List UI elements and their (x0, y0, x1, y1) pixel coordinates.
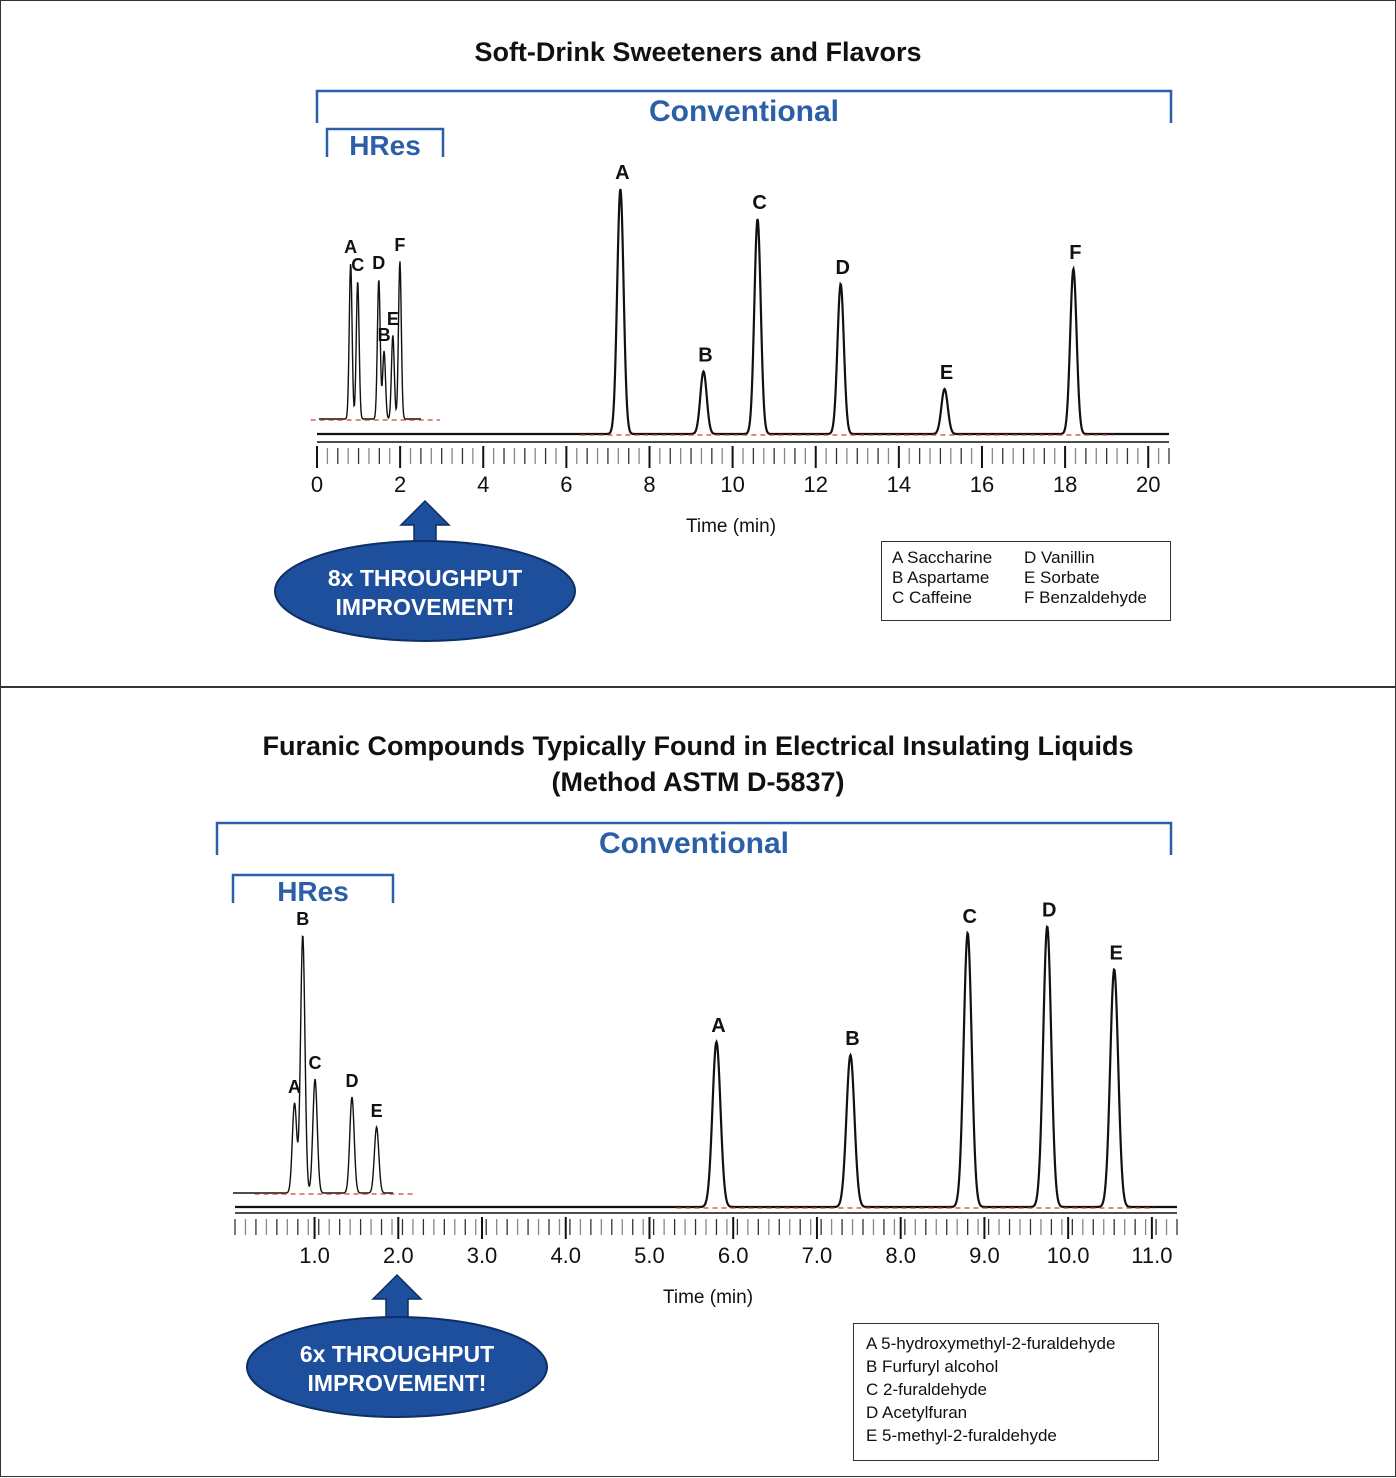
legend-entry: D Acetylfuran (866, 1403, 968, 1422)
x-tick-label: 9.0 (969, 1243, 1000, 1268)
x-tick-label: 10.0 (1047, 1243, 1090, 1268)
legend-entry: E 5-methyl-2-furaldehyde (866, 1426, 1057, 1445)
throughput-callout-line: IMPROVEMENT! (308, 1370, 487, 1396)
hres-peak-label: A (288, 1077, 301, 1097)
legend-entry: A 5-hydroxymethyl-2-furaldehyde (866, 1334, 1116, 1353)
x-tick-label: 11.0 (1131, 1243, 1172, 1268)
legend-row: E 5-methyl-2-furaldehyde (866, 1424, 1146, 1447)
x-tick-label: 12 (803, 472, 827, 497)
hres-peak-label: E (371, 1101, 383, 1121)
hres-peak-label: F (394, 235, 405, 255)
conventional-bracket (315, 89, 1173, 123)
x-tick-label: 20 (1136, 472, 1160, 497)
hres-peak-label: A (344, 237, 357, 257)
x-tick-label: 14 (887, 472, 911, 497)
throughput-callout-line: 8x THROUGHPUT (328, 565, 522, 591)
x-axis-label: Time (min) (663, 1287, 753, 1308)
legend-entry: F Benzaldehyde (1024, 588, 1147, 607)
throughput-callout (246, 1316, 548, 1418)
x-tick-label: 8 (643, 472, 655, 497)
throughput-callout-line: IMPROVEMENT! (336, 594, 515, 620)
hres-peak-label: E (387, 309, 399, 329)
hres-peak-label: C (309, 1053, 322, 1073)
x-tick-label: 2 (394, 472, 406, 497)
conventional-trace (235, 925, 1177, 1209)
x-tick-label: 1.0 (299, 1243, 330, 1268)
x-tick-label: 0 (311, 472, 323, 497)
x-tick-label: 6.0 (718, 1243, 749, 1268)
conventional-peak-label: A (615, 162, 629, 184)
hres-bracket (325, 127, 445, 157)
x-tick-label: 8.0 (885, 1243, 916, 1268)
conventional-peak-label: F (1069, 242, 1081, 264)
hres-peak-label: B (378, 325, 391, 345)
compound-legend: A 5-hydroxymethyl-2-furaldehyde B Furfur… (853, 1323, 1159, 1461)
x-tick-label: 7.0 (802, 1243, 833, 1268)
conventional-trace (317, 188, 1169, 436)
legend-row: D Acetylfuran (866, 1401, 1146, 1424)
conventional-label: Conventional (599, 827, 789, 860)
throughput-callout (274, 540, 576, 642)
conventional-peak-label: D (1042, 900, 1056, 922)
throughput-callout-line: 6x THROUGHPUT (300, 1341, 494, 1367)
conventional-peak-label: C (962, 906, 976, 928)
x-tick-label: 18 (1053, 472, 1077, 497)
x-axis-label: Time (min) (686, 516, 776, 537)
legend-entry: E Sorbate (1024, 568, 1100, 587)
legend-entry: A Saccharine (892, 548, 993, 567)
conventional-peak-label: B (845, 1028, 859, 1050)
conventional-peak-label: D (835, 257, 849, 279)
hres-peak-label: B (296, 909, 309, 929)
compound-legend: A Saccharine D Vanillin B Aspartame E So… (881, 541, 1171, 621)
legend-row: B Aspartame E Sorbate (892, 568, 1160, 588)
x-tick-label: 10 (720, 472, 744, 497)
legend-entry: D Vanillin (1024, 548, 1095, 567)
x-tick-label: 6 (560, 472, 572, 497)
hres-label: HRes (349, 130, 421, 161)
conventional-peak-label: C (752, 192, 766, 214)
conventional-peak-label: E (1110, 942, 1123, 964)
legend-row: C 2-furaldehyde (866, 1378, 1146, 1401)
x-tick-label: 4.0 (550, 1243, 581, 1268)
hres-peak-label: C (351, 255, 364, 275)
legend-entry: C Caffeine (892, 588, 973, 607)
x-tick-label: 4 (477, 472, 489, 497)
legend-row: A Saccharine D Vanillin (892, 548, 1160, 568)
hres-peak-label: D (372, 253, 385, 273)
conventional-label: Conventional (649, 95, 839, 128)
legend-entry: B Aspartame (892, 568, 990, 587)
conventional-bracket (215, 821, 1173, 855)
hres-bracket (231, 873, 395, 903)
legend-row: C Caffeine F Benzaldehyde (892, 588, 1160, 608)
legend-row: A 5-hydroxymethyl-2-furaldehyde (866, 1332, 1146, 1355)
conventional-peak-label: A (711, 1015, 725, 1037)
legend-entry: C 2-furaldehyde (866, 1380, 987, 1399)
x-tick-label: 16 (970, 472, 994, 497)
hres-trace (233, 935, 393, 1194)
x-tick-label: 5.0 (634, 1243, 665, 1268)
hres-peak-label: D (345, 1071, 358, 1091)
chart-panel-2: Furanic Compounds Typically Found in Ele… (0, 686, 1396, 1477)
chart-subtitle: (Method ASTM D-5837) (551, 767, 845, 797)
hres-label: HRes (277, 876, 349, 907)
x-tick-label: 2.0 (383, 1243, 414, 1268)
legend-row: B Furfuryl alcohol (866, 1355, 1146, 1378)
legend-entry: B Furfuryl alcohol (866, 1357, 999, 1376)
conventional-peak-label: E (940, 362, 953, 384)
x-tick-label: 3.0 (467, 1243, 498, 1268)
chart-title: Furanic Compounds Typically Found in Ele… (262, 731, 1134, 761)
chart-title: Soft-Drink Sweeteners and Flavors (474, 37, 922, 67)
chart-panel-1: Soft-Drink Sweeteners and Flavors Conven… (0, 0, 1396, 688)
hres-trace (319, 261, 421, 420)
conventional-peak-label: B (698, 345, 712, 367)
